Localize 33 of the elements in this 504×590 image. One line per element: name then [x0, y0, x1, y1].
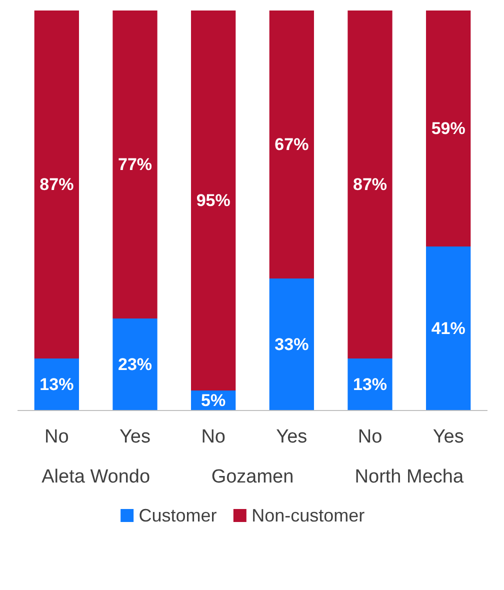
bar — [191, 10, 236, 390]
legend-label: Non-customer — [252, 506, 365, 526]
bar — [426, 246, 471, 410]
x-tick-label: No — [201, 426, 226, 448]
data-label: 77% — [118, 155, 152, 174]
bar — [34, 10, 79, 358]
bar — [426, 10, 471, 246]
x-tick-label: No — [44, 426, 69, 448]
data-label: 5% — [201, 391, 226, 410]
data-label: 95% — [196, 191, 230, 210]
x-tick-label: Yes — [120, 426, 150, 448]
text: Aleta Wondo — [42, 466, 150, 488]
data-label: 41% — [431, 319, 466, 338]
bar — [269, 10, 314, 278]
text: North Mecha — [354, 466, 464, 488]
x-tick-label: No — [358, 426, 382, 448]
legend-label: Customer — [138, 506, 217, 526]
x-tick-label: Yes — [432, 426, 464, 448]
data-label: 13% — [40, 375, 74, 394]
bar — [269, 278, 314, 410]
data-label: 59% — [431, 119, 466, 138]
bar — [348, 358, 392, 410]
data-label: 67% — [274, 135, 309, 154]
data-label: 87% — [40, 175, 74, 194]
data-label: 23% — [118, 355, 152, 374]
bar — [112, 10, 158, 318]
bar — [112, 318, 158, 410]
data-label: 33% — [274, 335, 309, 354]
data-label: 13% — [352, 375, 388, 394]
x-tick-label: Yes — [276, 426, 308, 448]
text: Gozamen — [211, 466, 294, 488]
bar — [348, 10, 392, 358]
data-label: 87% — [352, 175, 388, 194]
